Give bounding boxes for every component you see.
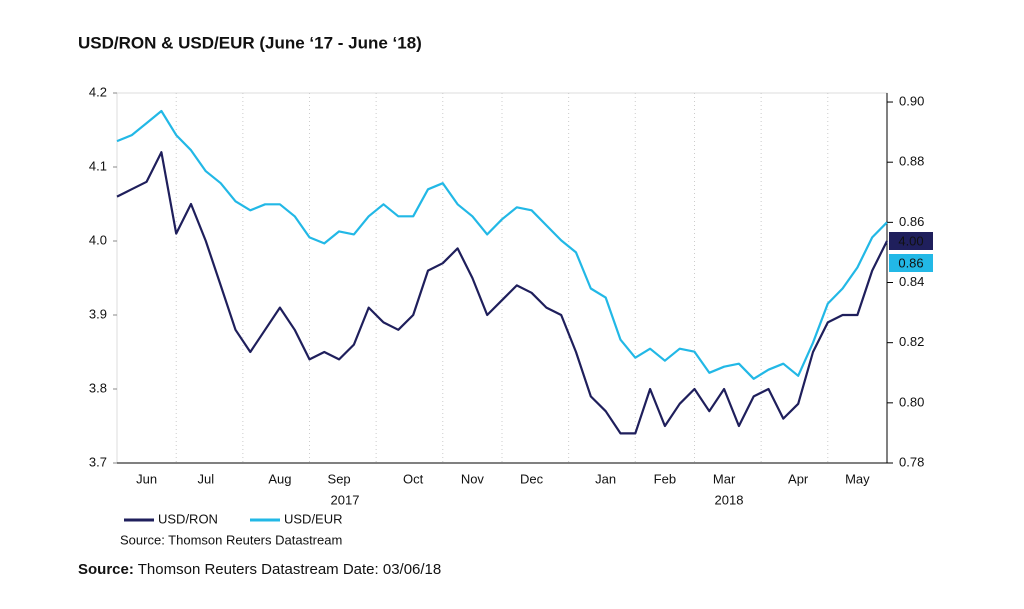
- y-tick-label: 4.1: [89, 158, 107, 173]
- series-line: [116, 151, 888, 435]
- legend-label: USD/RON: [158, 511, 218, 526]
- footer-label: Source:: [78, 561, 134, 578]
- x-tick-label: Aug: [268, 471, 291, 486]
- y2-tick-label: 0.90: [899, 93, 924, 108]
- x-tick-label: Dec: [520, 471, 544, 486]
- y2-tick-label: 0.86: [899, 214, 924, 229]
- footer: Source: Thomson Reuters Datastream Date:…: [78, 561, 441, 578]
- y-tick-label: 4.0: [89, 232, 107, 247]
- year-label: 2017: [331, 492, 360, 507]
- inner-source: Source: Thomson Reuters Datastream: [120, 532, 342, 547]
- y-tick-label: 4.2: [89, 84, 107, 99]
- x-tick-label: Jan: [595, 471, 616, 486]
- last-value-box: [889, 232, 933, 250]
- y2-tick-label: 0.82: [899, 334, 924, 349]
- x-tick-label: Apr: [788, 471, 809, 486]
- x-tick-label: Jul: [198, 471, 215, 486]
- y2-tick-label: 0.84: [899, 274, 924, 289]
- x-tick-label: Jun: [136, 471, 157, 486]
- year-label: 2018: [715, 492, 744, 507]
- series-line: [116, 109, 888, 380]
- chart-title: USD/RON & USD/EUR (June ‘17 - June ‘18): [78, 33, 422, 52]
- last-value-label: 0.86: [898, 255, 923, 270]
- legend-label: USD/EUR: [284, 511, 343, 526]
- y-tick-label: 3.9: [89, 306, 107, 321]
- y2-tick-label: 0.80: [899, 394, 924, 409]
- y2-tick-label: 0.78: [899, 454, 924, 469]
- last-value-label: 4.00: [898, 233, 923, 248]
- last-value-box: [889, 254, 933, 272]
- x-tick-label: Oct: [403, 471, 424, 486]
- x-tick-label: Feb: [654, 471, 676, 486]
- x-tick-label: Sep: [328, 471, 351, 486]
- y-tick-label: 3.7: [89, 454, 107, 469]
- y2-tick-label: 0.88: [899, 154, 924, 169]
- x-tick-label: May: [845, 471, 870, 486]
- x-tick-label: Nov: [461, 471, 485, 486]
- x-tick-label: Mar: [713, 471, 736, 486]
- footer-text: Thomson Reuters Datastream Date: 03/06/1…: [134, 561, 441, 578]
- y-tick-label: 3.8: [89, 380, 107, 395]
